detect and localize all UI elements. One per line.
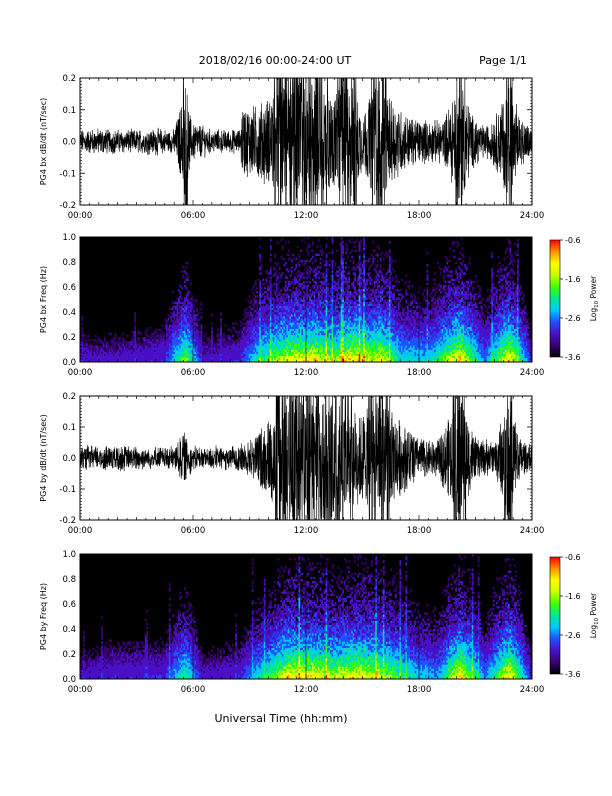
x-tick-label: 00:00 — [68, 526, 93, 536]
y-tick-label: 0.8 — [62, 575, 76, 585]
panels: 00:00 06:00 12:00 18:00 24:00 0.2 0.1 0.0 -0.1 -0… — [39, 74, 600, 695]
colorbar-gradient — [550, 240, 560, 357]
colorbar-tick-label: -0.6 — [565, 553, 581, 562]
x-tick-label: 12:00 — [294, 526, 319, 536]
y-tick-label: 0.6 — [62, 600, 76, 610]
y-tick-label: -0.2 — [59, 201, 76, 211]
x-tick-label: 18:00 — [407, 526, 432, 536]
y-axis-label: PG4 by dB/dt (nT/sec) — [39, 414, 48, 501]
y-tick-label: 0.2 — [62, 333, 76, 343]
x-tick-label: 00:00 — [68, 368, 93, 378]
colorbar-label: Log10 Power — [589, 592, 600, 638]
y-axis-label: PG4 bx Freq (Hz) — [39, 266, 48, 333]
colorbar-tick-label: -2.6 — [565, 314, 581, 323]
figure-title: 2018/02/16 00:00-24:00 UT — [199, 54, 352, 67]
y-tick-label: 0.1 — [62, 106, 76, 116]
colorbar-tick-label: -1.6 — [565, 592, 581, 601]
x-tick-label: 18:00 — [407, 211, 432, 221]
panel-by-freq: 00:00 06:00 12:00 18:00 24:00 1.0 0.8 0.6 0.4 0.2… — [39, 550, 600, 695]
x-tick-label: 18:00 — [407, 368, 432, 378]
colorbar-label: Log10 Power — [589, 275, 600, 321]
x-tick-label: 24:00 — [520, 685, 545, 695]
x-tick-label: 24:00 — [520, 526, 545, 536]
y-tick-label: -0.1 — [59, 485, 76, 495]
y-axis-label: PG4 by Freq (Hz) — [39, 583, 48, 650]
y-tick-label: 0.0 — [62, 358, 76, 368]
x-tick-label: 06:00 — [181, 526, 206, 536]
y-tick-label: 0.0 — [62, 675, 76, 685]
y-tick-label: -0.2 — [59, 516, 76, 526]
colorbar-tick-label: -3.6 — [565, 353, 581, 362]
panel-bx-dbdt: 00:00 06:00 12:00 18:00 24:00 0.2 0.1 0.0 -0.1 -0… — [39, 74, 544, 221]
panel-by-dbdt: 00:00 06:00 12:00 18:00 24:00 0.2 0.1 0.0 -0.1 -0… — [39, 392, 544, 536]
y-tick-label: 1.0 — [62, 233, 76, 243]
colorbar-tick-label: -0.6 — [565, 236, 581, 245]
colorbar-tick-label: -1.6 — [565, 275, 581, 284]
x-tick-label: 06:00 — [181, 368, 206, 378]
x-tick-label: 06:00 — [181, 685, 206, 695]
y-tick-label: 0.0 — [62, 138, 76, 148]
y-axis-label: PG4 bx dB/dt (nT/sec) — [39, 98, 48, 185]
x-tick-label: 12:00 — [294, 685, 319, 695]
x-tick-label: 18:00 — [407, 685, 432, 695]
y-tick-label: 0.1 — [62, 423, 76, 433]
colorbar: -0.6 -1.6 -2.6 -3.6 Log10 Power — [550, 553, 600, 679]
colorbar-gradient — [550, 557, 560, 674]
y-tick-label: 0.0 — [62, 454, 76, 464]
x-tick-label: 12:00 — [294, 368, 319, 378]
x-tick-label: 00:00 — [68, 211, 93, 221]
x-tick-label: 24:00 — [520, 211, 545, 221]
x-tick-label: 12:00 — [294, 211, 319, 221]
series-line — [80, 75, 532, 208]
y-tick-label: 0.4 — [62, 308, 76, 318]
y-tick-label: 0.4 — [62, 625, 76, 635]
y-tick-label: 1.0 — [62, 550, 76, 560]
page-number: Page 1/1 — [479, 54, 527, 67]
x-tick-label: 06:00 — [181, 211, 206, 221]
y-tick-label: 0.6 — [62, 283, 76, 293]
y-tick-label: 0.2 — [62, 392, 76, 402]
y-tick-label: 0.2 — [62, 74, 76, 84]
colorbar-tick-label: -3.6 — [565, 670, 581, 679]
y-tick-label: 0.8 — [62, 258, 76, 268]
series-line — [80, 393, 532, 523]
colorbar: -0.6 -1.6 -2.6 -3.6 Log10 Power — [550, 236, 600, 362]
y-tick-label: -0.1 — [59, 169, 76, 179]
x-axis-label: Universal Time (hh:mm) — [215, 712, 348, 725]
colorbar-tick-label: -2.6 — [565, 631, 581, 640]
panel-bx-freq: 00:00 06:00 12:00 18:00 24:00 1.0 0.8 0.6 0.4 0.2… — [39, 233, 600, 378]
y-tick-label: 0.2 — [62, 650, 76, 660]
x-tick-label: 00:00 — [68, 685, 93, 695]
x-tick-label: 24:00 — [520, 368, 545, 378]
